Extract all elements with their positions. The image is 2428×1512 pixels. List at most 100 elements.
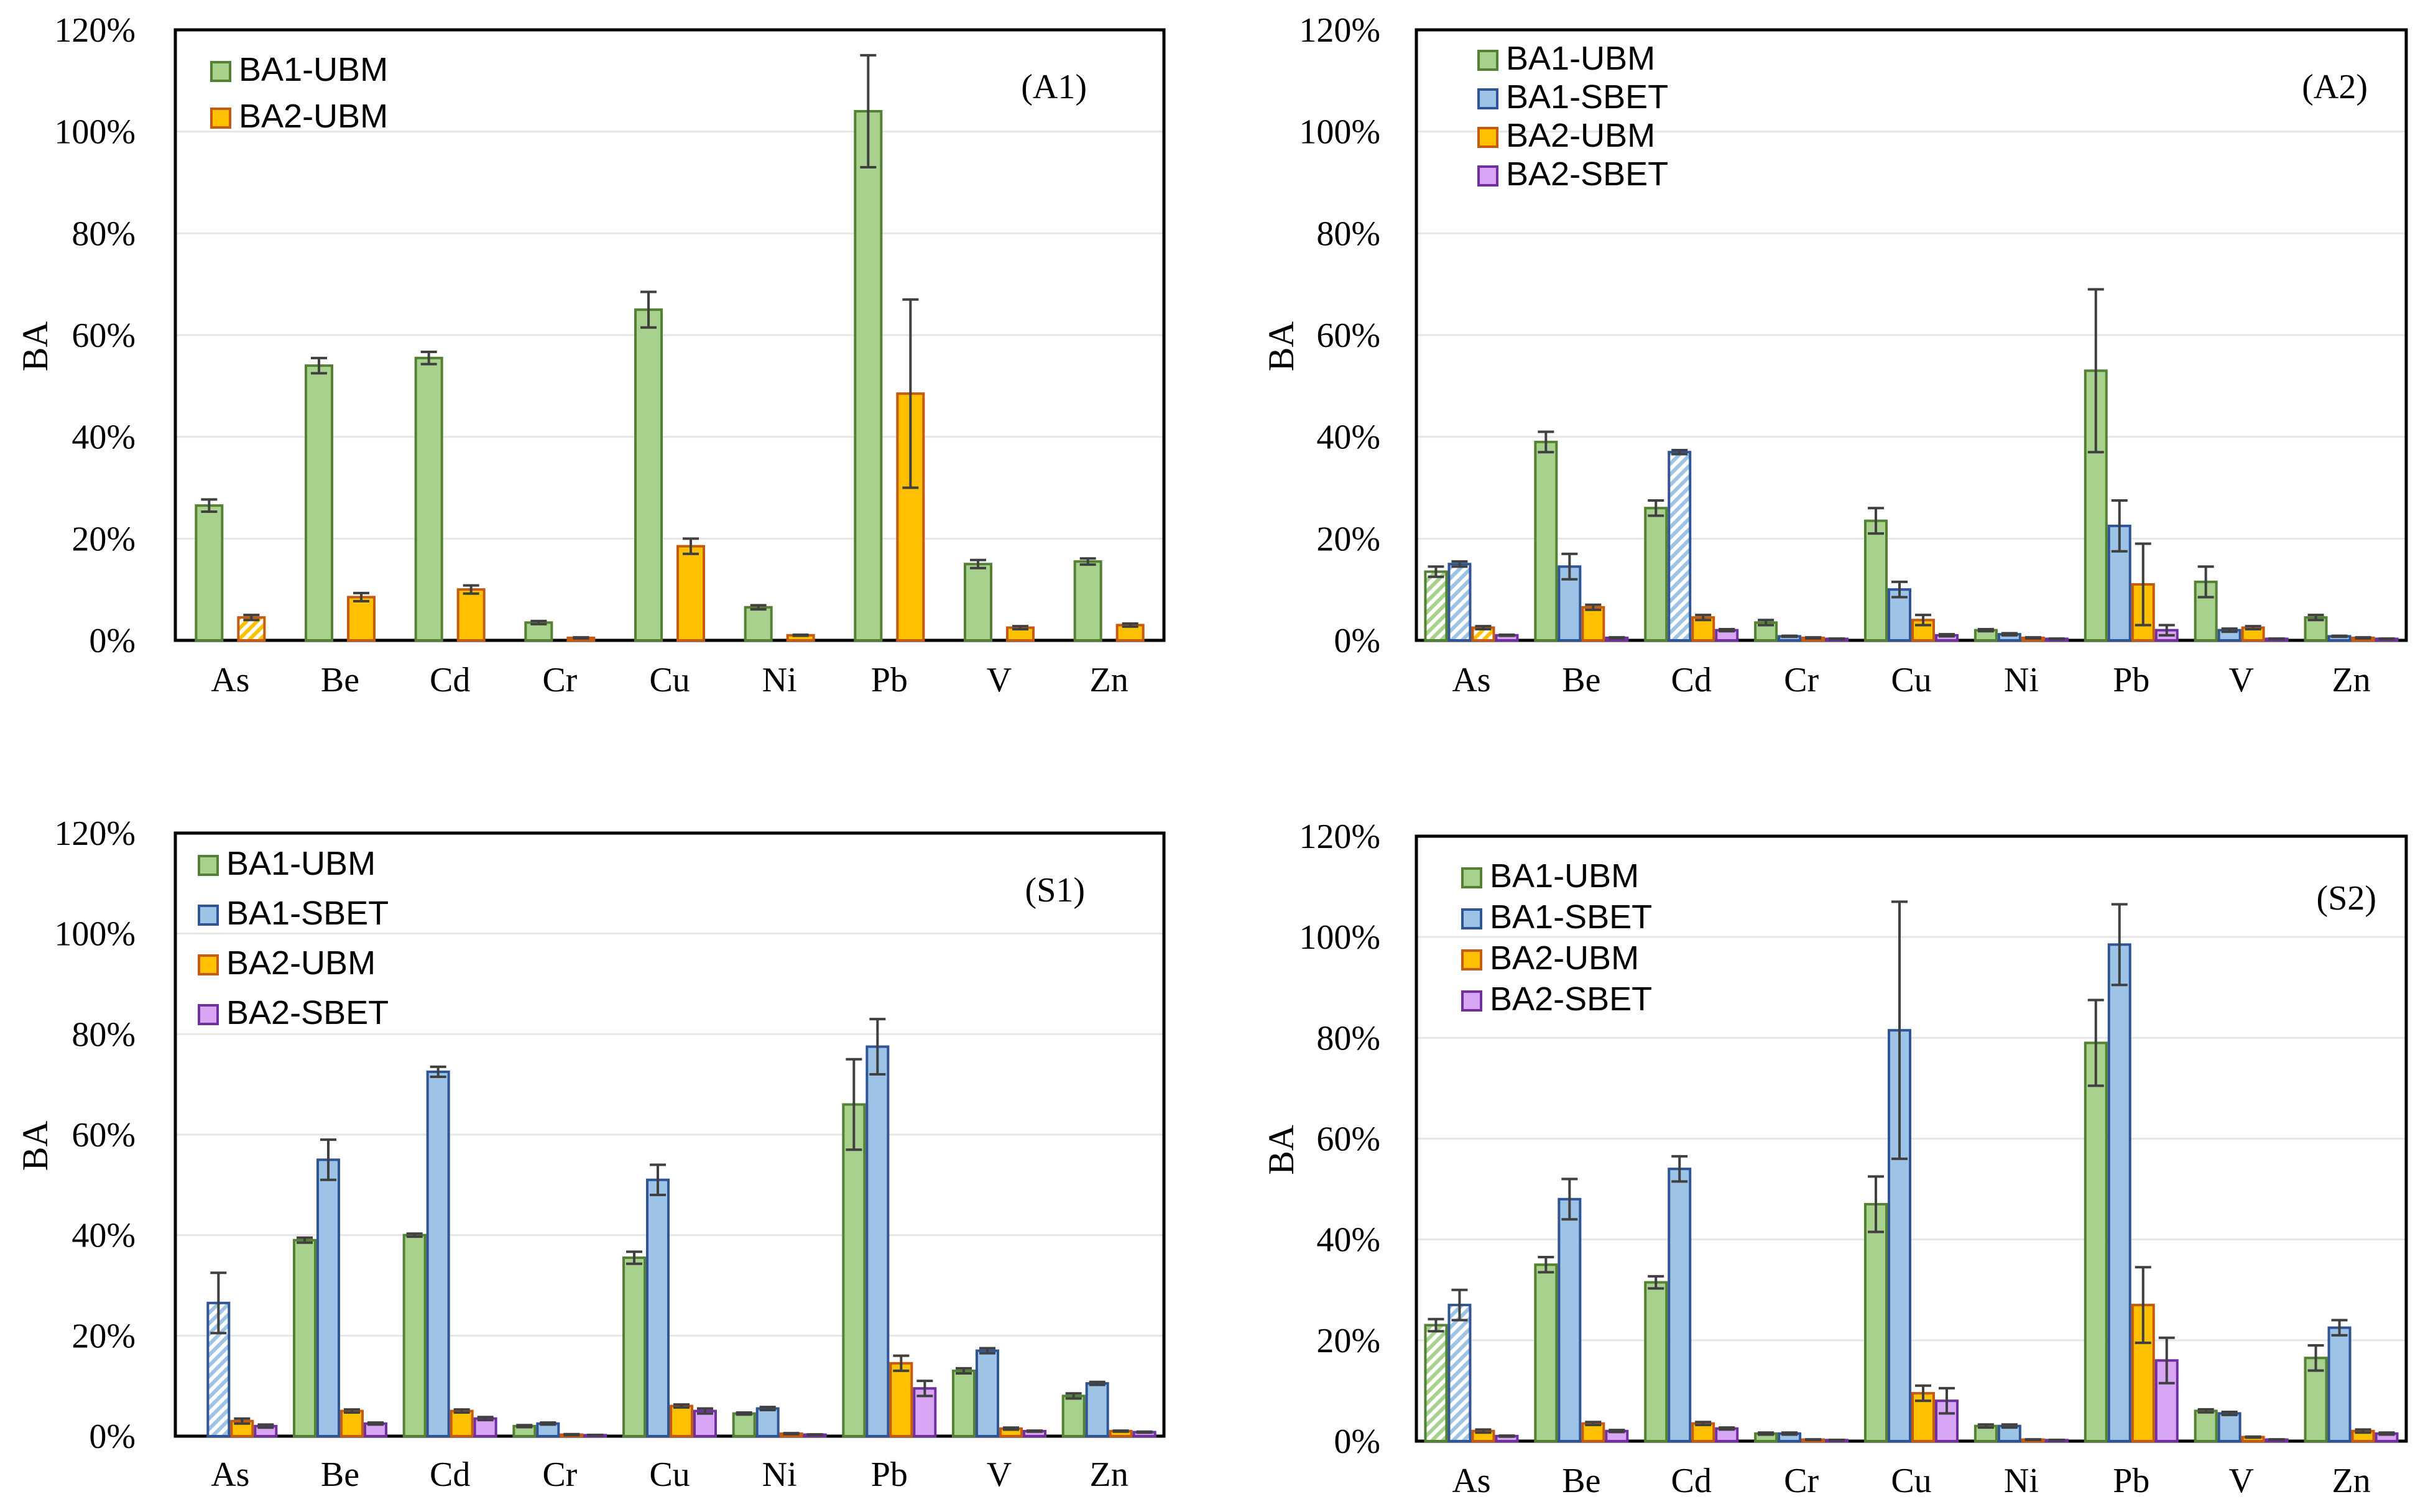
a2-error-bar-ba2-ubm-cd — [1695, 614, 1712, 622]
s1-error-bar-ba2-ubm-ni — [783, 1432, 800, 1436]
s2-y-tick-label: 80% — [1316, 1019, 1380, 1058]
s2-bar-ba1-ubm-v — [2194, 1409, 2218, 1443]
a1-y-axis-label: BA — [15, 321, 55, 372]
s1-legend-label-ba2-ubm: BA2-UBM — [226, 944, 376, 982]
s1-bar-ba1-ubm-cd — [402, 1233, 427, 1437]
s2-error-bar-ba2-sbet-ni — [2048, 1438, 2065, 1442]
a1-error-bar-ba2-ubm-cr — [573, 636, 589, 640]
s2-x-tick-label-cr: Cr — [1784, 1462, 1819, 1500]
s1-error-bar-ba2-sbet-ni — [806, 1433, 823, 1436]
a1-y-tick-label: 20% — [72, 520, 136, 558]
a1-error-bar-ba1-ubm-v — [970, 558, 986, 569]
s2-legend-swatch-ba2-sbet — [1461, 990, 1482, 1012]
s2-bar-ba1-sbet-zn — [2327, 1326, 2352, 1442]
s2-error-bar-ba2-sbet-as — [1498, 1434, 1515, 1438]
s1-bar-ba1-sbet-cu — [646, 1178, 670, 1437]
chart-panel-s2: 0% 20% 40% 60% 80% 100% 120% BA As Be Cd Cr Cu Ni Pb V Z… — [1261, 818, 2408, 1500]
a2-error-bar-ba1-ubm-cd — [1648, 499, 1664, 517]
a2-error-bar-ba1-ubm-pb — [2087, 288, 2104, 454]
s1-bar-ba1-sbet-v — [976, 1349, 999, 1437]
a1-x-tick-label-cr: Cr — [542, 661, 577, 699]
s2-error-bar-ba1-ubm-cr — [1758, 1431, 1775, 1436]
a2-error-bar-ba1-sbet-cd — [1671, 448, 1688, 456]
s2-bar-ba1-ubm-be — [1534, 1263, 1558, 1443]
s2-error-bar-ba2-sbet-cu — [1939, 1386, 1955, 1415]
s1-legend-label-ba2-sbet: BA2-SBET — [226, 994, 389, 1031]
s1-x-tick-label-cr: Cr — [542, 1455, 577, 1494]
a2-bar-ba1-sbet-as — [1447, 563, 1472, 642]
a1-bar-ba1-ubm-cu — [634, 308, 663, 642]
a1-x-tick-label-v: V — [987, 661, 1012, 699]
s2-error-bar-ba2-ubm-cd — [1695, 1421, 1712, 1427]
a1-legend-label-ba1-ubm: BA1-UBM — [239, 51, 388, 88]
a1-bar-ba2-ubm-cd — [456, 588, 486, 642]
s2-y-tick-label: 0% — [1334, 1422, 1380, 1461]
a2-y-tick-label: 120% — [1299, 11, 1380, 50]
s1-error-bar-ba1-ubm-cr — [516, 1424, 533, 1429]
a2-legend-label-ba2-sbet: BA2-SBET — [1506, 155, 1668, 193]
a1-error-bar-ba2-ubm-cu — [683, 537, 699, 555]
a2-legend-swatch-ba2-ubm — [1477, 127, 1498, 148]
a2-bar-ba1-sbet-cd — [1668, 451, 1692, 642]
s1-error-bar-ba2-ubm-be — [344, 1408, 360, 1414]
a1-panel-title: (A1) — [1021, 68, 1087, 106]
s2-error-bar-ba2-ubm-be — [1585, 1421, 1602, 1427]
s2-legend-swatch-ba1-sbet — [1461, 908, 1482, 929]
a2-x-tick-label-ni: Ni — [2004, 661, 2039, 699]
a1-bar-ba1-ubm-ni — [744, 606, 773, 642]
a2-error-bar-ba1-sbet-as — [1451, 560, 1468, 568]
a2-error-bar-ba2-ubm-as — [1475, 625, 1492, 630]
a2-error-bar-ba1-ubm-be — [1538, 430, 1554, 454]
s1-legend-item-ba1-ubm: BA1-UBM — [198, 845, 376, 882]
s1-error-bar-ba1-ubm-ni — [736, 1411, 752, 1416]
a2-error-bar-ba1-ubm-zn — [2307, 614, 2324, 622]
s2-error-bar-ba1-ubm-pb — [2087, 998, 2104, 1087]
a1-error-bar-ba1-ubm-pb — [860, 53, 877, 168]
s2-x-tick-label-as: As — [1452, 1462, 1490, 1500]
a1-x-tick-label-pb: Pb — [871, 661, 908, 699]
s2-error-bar-ba1-ubm-v — [2197, 1408, 2214, 1414]
s2-legend-label-ba2-ubm: BA2-UBM — [1490, 939, 1639, 977]
chart-panel-s1: 0% 20% 40% 60% 80% 100% 120% BA As Be Cd Cr Cu Ni Pb V Z… — [15, 814, 1166, 1494]
a2-bar-ba1-ubm-zn — [2304, 616, 2328, 642]
a2-error-bar-ba1-ubm-cu — [1868, 507, 1884, 535]
a2-legend-item-ba2-sbet: BA2-SBET — [1477, 155, 1668, 193]
a1-x-tick-label-as: As — [211, 661, 249, 699]
s1-x-tick-label-ni: Ni — [762, 1455, 797, 1494]
s2-error-bar-ba1-ubm-be — [1538, 1256, 1554, 1274]
a2-x-tick-label-cu: Cu — [1891, 661, 1931, 699]
a2-legend-item-ba1-sbet: BA1-SBET — [1477, 78, 1668, 116]
s2-error-bar-ba2-ubm-v — [2245, 1435, 2261, 1439]
s1-bar-ba1-ubm-ni — [732, 1412, 756, 1437]
a2-legend-swatch-ba2-sbet — [1477, 165, 1498, 187]
a1-error-bar-ba1-ubm-cr — [530, 619, 547, 625]
s2-legend-swatch-ba2-ubm — [1461, 949, 1482, 970]
s2-x-tick-label-cu: Cu — [1891, 1462, 1931, 1500]
a2-error-bar-ba2-sbet-cd — [1719, 627, 1735, 633]
a1-bar-ba1-ubm-as — [195, 504, 224, 642]
s2-legend-item-ba2-ubm: BA2-UBM — [1461, 939, 1639, 977]
s1-bar-ba1-sbet-ni — [755, 1407, 780, 1438]
a1-y-tick-label: 60% — [72, 316, 136, 355]
a1-error-bar-ba2-ubm-pb — [902, 298, 919, 489]
chart-panel-a2: 0% 20% 40% 60% 80% 100% 120% BA As Be Cd Cr Cu Ni Pb V Z… — [1261, 11, 2408, 699]
s1-bar-ba2-ubm-be — [340, 1409, 364, 1437]
s1-error-bar-ba2-ubm-cr — [563, 1432, 580, 1437]
s1-error-bar-ba1-sbet-ni — [759, 1406, 776, 1411]
a2-y-tick-label: 0% — [1334, 622, 1380, 660]
a1-bar-ba2-ubm-cu — [676, 545, 705, 642]
a2-error-bar-ba2-ubm-zn — [2355, 636, 2371, 640]
s1-legend-swatch-ba2-sbet — [198, 1004, 219, 1025]
s2-error-bar-ba2-ubm-zn — [2355, 1428, 2371, 1434]
s1-y-tick-label: 0% — [89, 1418, 136, 1456]
s1-legend-swatch-ba1-ubm — [198, 855, 219, 876]
s2-x-tick-label-pb: Pb — [2113, 1462, 2149, 1500]
a2-x-tick-label-zn: Zn — [2332, 661, 2370, 699]
s1-x-tick-label-be: Be — [321, 1455, 359, 1494]
a1-bar-ba1-ubm-zn — [1073, 560, 1102, 642]
s2-bar-ba1-sbet-as — [1447, 1304, 1472, 1442]
a1-error-bar-ba2-ubm-as — [243, 614, 260, 622]
a1-error-bar-ba1-ubm-ni — [750, 604, 767, 611]
a1-x-tick-label-cu: Cu — [649, 661, 690, 699]
s2-x-tick-label-ni: Ni — [2004, 1462, 2039, 1500]
